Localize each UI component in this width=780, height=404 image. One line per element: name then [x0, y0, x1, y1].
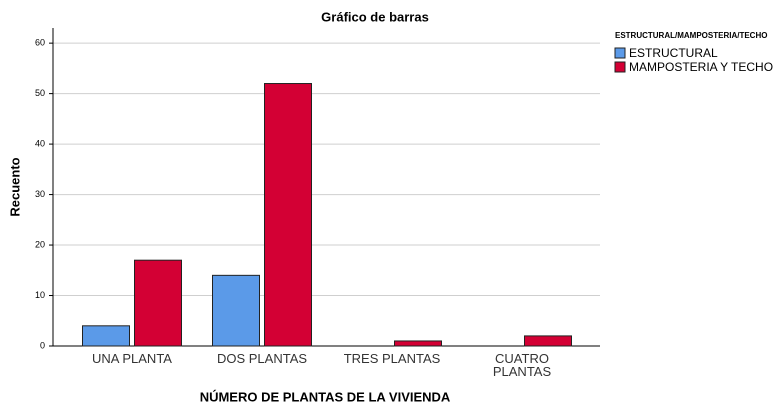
legend-title: ESTRUCTURAL/MAMPOSTERIA/TECHO: [615, 31, 767, 40]
bar: [134, 259, 182, 347]
bar: [82, 325, 130, 347]
legend-swatch: [614, 61, 626, 73]
y-axis-label: Recuento: [7, 157, 22, 216]
y-tick-label: 0: [40, 340, 45, 350]
x-tick-label: UNA PLANTA: [92, 351, 172, 366]
bar: [264, 83, 312, 347]
chart-title: Gráfico de barras: [321, 9, 429, 24]
legend-label: ESTRUCTURAL: [629, 46, 718, 60]
x-tick-label: CUATRO PLANTAS: [492, 351, 552, 379]
x-axis-label: NÚMERO DE PLANTAS DE LA VIVIENDA: [200, 389, 451, 404]
x-tick-label: TRES PLANTAS: [343, 351, 441, 366]
bar: [212, 274, 260, 347]
y-tick-label: 50: [35, 88, 45, 98]
y-tick-label: 60: [35, 38, 45, 48]
legend-label: MAMPOSTERIA Y TECHO: [629, 60, 773, 74]
bar: [394, 340, 442, 347]
bar: [524, 335, 572, 347]
y-tick-label: 20: [35, 239, 45, 249]
y-tick-label: 30: [35, 189, 45, 199]
x-tick-label: DOS PLANTAS: [216, 351, 308, 366]
y-tick-label: 40: [35, 138, 45, 148]
legend-swatch: [614, 47, 626, 59]
y-tick-label: 10: [35, 290, 45, 300]
